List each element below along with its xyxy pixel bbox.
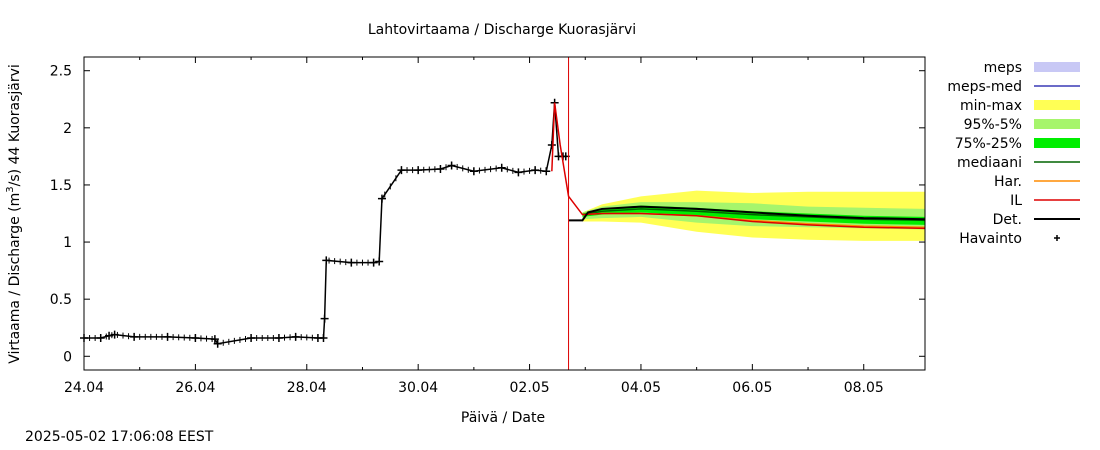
- x-tick-label: 26.04: [175, 380, 215, 396]
- legend-label: 95%-5%: [964, 117, 1022, 133]
- series-mediaani-line: [582, 208, 926, 222]
- observation-point: [377, 194, 386, 203]
- y-tick-label: 1: [63, 235, 72, 251]
- series-il-line: [551, 102, 926, 230]
- legend-item: IL: [1010, 193, 1080, 209]
- legend-label: Havainto: [959, 231, 1022, 247]
- legend-item: Havainto: [959, 231, 1060, 247]
- legend-item: Har.: [994, 174, 1080, 190]
- chart-title: Lahtovirtaama / Discharge Kuorasjärvi: [368, 22, 636, 38]
- legend-label: 75%-25%: [955, 136, 1022, 152]
- legend-swatch: [1034, 119, 1080, 129]
- legend-item: meps-med: [947, 79, 1080, 95]
- legend-swatch: [1034, 100, 1080, 110]
- timestamp: 2025-05-02 17:06:08 EEST: [25, 429, 214, 445]
- y-axis-label: Virtaama / Discharge (m3/s) 44 Kuorasjär…: [5, 64, 23, 364]
- legend-item: meps: [984, 60, 1080, 76]
- x-axis-label: Päivä / Date: [461, 410, 545, 426]
- x-tick-label: 02.05: [510, 380, 550, 396]
- legend-label: meps-med: [947, 79, 1022, 95]
- series-det-line: [568, 205, 926, 222]
- legend-swatch: [1034, 138, 1080, 148]
- x-tick-label: 28.04: [287, 380, 327, 396]
- legend-label: min-max: [960, 98, 1022, 114]
- legend-label: meps: [984, 60, 1022, 76]
- observation-markers: [80, 98, 570, 348]
- observation-line: [84, 102, 566, 345]
- legend-label: IL: [1010, 193, 1022, 209]
- y-tick-label: 2: [63, 121, 72, 137]
- plot-area: 24.04 26.04 28.04 30.04 02.05 04.05 06.05 08.05…: [50, 56, 926, 396]
- x-tick-label: 08.05: [844, 380, 884, 396]
- legend-item: min-max: [960, 98, 1080, 114]
- x-tick-label: 04.05: [621, 380, 661, 396]
- legend-label: mediaani: [957, 155, 1022, 171]
- x-tick-label: 30.04: [398, 380, 438, 396]
- observation-point: [320, 314, 329, 323]
- legend-item: 75%-25%: [955, 136, 1080, 152]
- legend-item: Det.: [993, 212, 1080, 228]
- y-tick-label: 2.5: [50, 64, 72, 80]
- legend-marker: [1054, 235, 1060, 241]
- legend-item: 95%-5%: [964, 117, 1080, 133]
- legend-label: Har.: [994, 174, 1022, 190]
- legend: meps meps-med min-max 95%-5% 75%-25% mediaani…: [947, 60, 1080, 247]
- legend-label: Det.: [993, 212, 1022, 228]
- plot-frame: [83, 56, 926, 371]
- legend-swatch: [1034, 62, 1080, 72]
- x-tick-label: 06.05: [732, 380, 772, 396]
- y-tick-label: 1.5: [50, 178, 72, 194]
- y-tick-label: 0.5: [50, 292, 72, 308]
- legend-item: mediaani: [957, 155, 1080, 171]
- y-tick-label: 0: [63, 349, 72, 365]
- x-tick-label: 24.04: [64, 380, 104, 396]
